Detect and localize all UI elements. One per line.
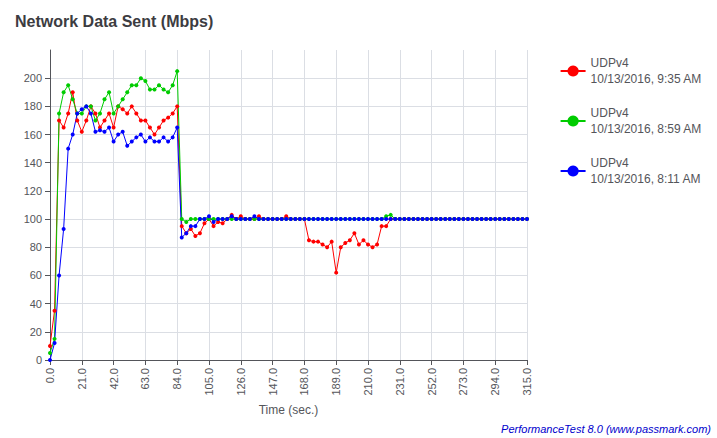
svg-text:147.0: 147.0: [267, 368, 279, 396]
svg-text:60: 60: [30, 269, 42, 281]
svg-text:231.0: 231.0: [394, 368, 406, 396]
svg-text:210.0: 210.0: [362, 368, 374, 396]
svg-text:126.0: 126.0: [235, 368, 247, 396]
svg-text:160: 160: [24, 129, 42, 141]
svg-text:42.0: 42.0: [108, 368, 120, 389]
svg-text:105.0: 105.0: [203, 368, 215, 396]
svg-text:20: 20: [30, 326, 42, 338]
svg-text:0: 0: [36, 354, 42, 366]
svg-text:200: 200: [24, 72, 42, 84]
svg-text:294.0: 294.0: [489, 368, 501, 396]
svg-text:UDPv4: UDPv4: [591, 156, 629, 170]
svg-text:PerformanceTest 8.0 (www.passm: PerformanceTest 8.0 (www.passmark.com): [501, 423, 711, 435]
svg-text:252.0: 252.0: [426, 368, 438, 396]
svg-text:273.0: 273.0: [457, 368, 469, 396]
svg-text:10/13/2016, 8:59 AM: 10/13/2016, 8:59 AM: [591, 122, 702, 136]
svg-text:Network Data Sent (Mbps): Network Data Sent (Mbps): [15, 13, 213, 30]
svg-text:Time (sec.): Time (sec.): [259, 403, 319, 417]
svg-text:10/13/2016, 8:11 AM: 10/13/2016, 8:11 AM: [591, 172, 701, 186]
svg-text:80: 80: [30, 241, 42, 253]
svg-text:10/13/2016, 9:35 AM: 10/13/2016, 9:35 AM: [591, 72, 702, 86]
svg-text:120: 120: [24, 185, 42, 197]
svg-text:63.0: 63.0: [139, 368, 151, 389]
svg-text:315.0: 315.0: [521, 368, 533, 396]
svg-text:UDPv4: UDPv4: [591, 106, 629, 120]
svg-text:100: 100: [24, 213, 42, 225]
svg-text:168.0: 168.0: [298, 368, 310, 396]
svg-text:140: 140: [24, 157, 42, 169]
svg-text:189.0: 189.0: [330, 368, 342, 396]
svg-text:180: 180: [24, 100, 42, 112]
svg-text:0.0: 0.0: [44, 368, 56, 383]
svg-text:40: 40: [30, 298, 42, 310]
svg-text:UDPv4: UDPv4: [591, 56, 629, 70]
svg-text:21.0: 21.0: [76, 368, 88, 389]
svg-text:84.0: 84.0: [171, 368, 183, 389]
